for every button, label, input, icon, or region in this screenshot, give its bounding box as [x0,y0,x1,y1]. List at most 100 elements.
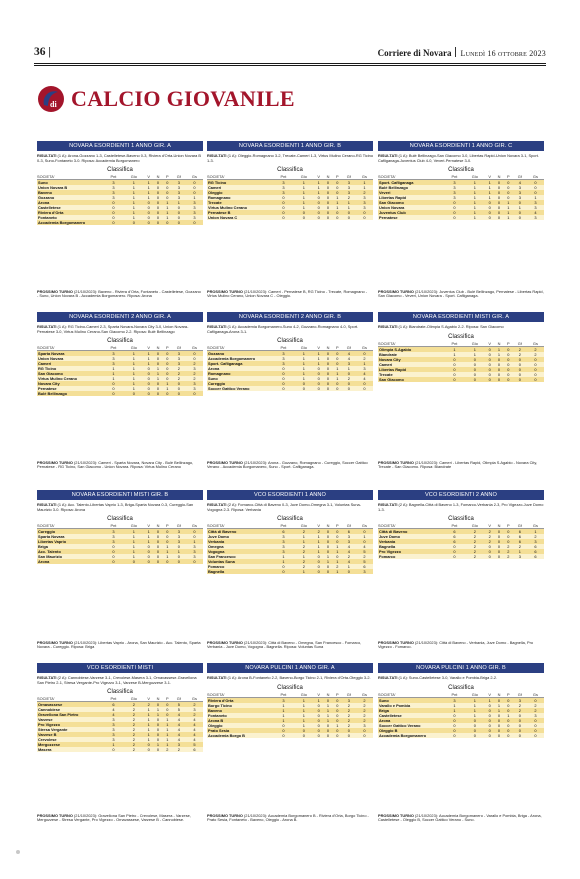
stat-cell: 0 [494,215,504,221]
stat-cell: 3 [512,195,527,201]
stat-cell: 0 [512,361,527,367]
stat-cell: 1 [123,554,145,560]
team-name: Accademia Borgomanero [37,220,104,226]
stat-cell: 0 [153,549,163,555]
stat-cell: 0 [323,549,333,555]
stat-cell: 3 [273,544,294,550]
results-label: RISULTATI [378,502,398,507]
table-row: Gozzano 3 1 1 0 0 3 1 [37,195,203,201]
stat-cell: 1 [314,544,324,550]
team-name: Verbania [378,539,445,545]
stat-cell: 2 [355,702,373,708]
stat-cell: 0 [503,722,513,728]
next-round-label: PROSSIMO TURNO [207,639,243,645]
stat-cell: 0 [185,356,203,362]
stat-cell: 0 [444,200,465,206]
stat-cell: 0 [494,195,504,201]
table-row: Union Novara 0 1 0 0 1 1 3 [378,205,544,211]
stat-cell: 0 [293,386,315,392]
table-row: Bagnella 0 1 0 0 1 0 3 [207,569,373,575]
stat-cell: 0 [332,554,342,560]
column-header: P [162,696,172,703]
next-round-text: (21/10/2023): Cameri - Pernatese B, RG T… [207,288,368,299]
stat-cell: 0 [526,366,544,372]
stat-cell: 1 [273,707,294,713]
stat-cell: 0 [341,569,356,575]
stat-cell: 0 [444,544,465,550]
stat-cell: 0 [144,220,154,226]
classifica-label: Classifica [277,338,303,345]
column-header: V [314,345,324,352]
stat-cell: 3 [444,697,465,703]
stat-cell: 1 [293,697,315,703]
team-name: Union Novara [37,356,104,362]
team-name: Suno [37,179,104,186]
next-round-text: (21/10/2023): Arona - Gozzano, Romagnano… [207,459,368,470]
stat-cell: 0 [332,528,342,535]
stat-cell: 0 [323,534,333,540]
standings-table: SOCIETA' Pnt Gio V N P Gf Gs Suno 3 1 1 0 0 3 0 Varallo … [378,691,544,738]
stat-cell: 6 [185,747,203,753]
table-row: Gozzano 3 1 1 0 0 4 0 [207,350,373,357]
stat-cell: 3 [355,200,373,206]
stat-cell: 2 [485,528,495,535]
stat-cell: 0 [512,712,527,718]
stat-cell: 0 [273,371,294,377]
team-name: Mergozzese [37,742,104,748]
column-header: V [144,696,154,703]
stat-cell: 0 [485,361,495,367]
stat-cell: 1 [144,717,154,723]
stat-cell: 6 [512,534,527,540]
team-name: Verbania [207,539,274,545]
stat-cell: 0 [185,391,203,397]
column-header: P [503,691,513,698]
stat-cell: 3 [103,195,124,201]
stat-cell: 1 [293,200,315,206]
stat-cell: 2 [464,528,486,535]
stat-cell: 1 [444,702,465,708]
stat-cell: 0 [153,190,163,196]
stat-cell: 1 [123,549,145,555]
results-text: (1 A): RG Ticino-Cameri 2-3, Sparta Nova… [37,324,189,334]
stat-cell: 3 [526,205,544,211]
stat-cell: 1 [123,544,145,550]
stat-cell: 2 [171,376,186,382]
stat-cell: 0 [314,376,324,382]
standings-table: SOCIETA' Pnt Gio V N P Gf Gs Città di Baveno 6 2 2 0… [207,523,373,575]
stat-cell: 0 [153,205,163,211]
team-name: Prato Sesia [207,727,274,733]
stat-cell: 2 [123,707,145,713]
standings-box: NOVARA ESORDIENTI MISTI GIR. A RISULTATI … [378,312,544,470]
column-header: N [494,174,504,181]
stat-cell: 0 [153,732,163,738]
table-row: Baveno 3 1 1 0 0 3 0 [37,190,203,196]
stat-cell: 1 [162,386,172,392]
stat-cell: 1 [341,366,356,372]
stat-cell: 1 [123,190,145,196]
stat-cell: 0 [144,559,154,565]
stat-cell: 0 [144,554,154,560]
stat-cell: 0 [153,528,163,535]
column-header: Gf [341,174,356,181]
stat-cell: 0 [323,371,333,377]
team-name: Oleggio [207,722,274,728]
stat-cell: 3 [273,361,294,367]
column-header: V [314,523,324,530]
team-name: Arona [37,200,104,206]
stat-cell: 0 [162,220,172,226]
stat-cell: 0 [273,195,294,201]
table-row: Masera 0 2 0 0 2 2 6 [37,747,203,753]
column-header: Pnt [273,174,294,181]
team-name: Soccer Gattico Verano [378,722,445,728]
stat-cell: 1 [293,185,315,191]
stat-cell: 0 [314,702,324,708]
stat-cell: 0 [185,220,203,226]
stat-cell: 0 [323,528,333,535]
stat-cell: 4 [341,544,356,550]
team-name: Gravellona San Pietro [37,712,104,718]
masthead-date: Lunedì 16 ottobre 2023 [460,49,546,58]
team-name: Riviera d'Orta [207,697,274,703]
stat-cell: 0 [341,732,356,738]
stat-cell: 0 [314,386,324,392]
